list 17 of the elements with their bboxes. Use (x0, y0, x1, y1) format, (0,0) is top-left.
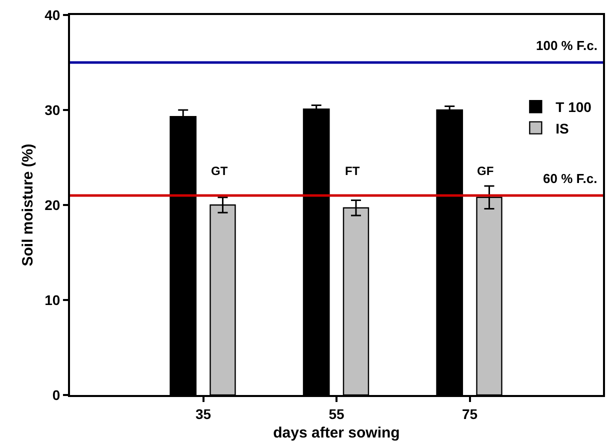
ref-line-label: 60 % F.c. (543, 171, 598, 186)
y-tick-label: 30 (44, 102, 60, 118)
legend-label: IS (556, 120, 569, 136)
y-tick-label: 0 (52, 386, 60, 403)
y-tick-label: 10 (44, 292, 60, 308)
ref-line-label: 100 % F.c. (536, 38, 598, 53)
x-tick-label: 35 (195, 406, 212, 422)
x-tick-label: 75 (462, 406, 478, 422)
y-axis-title: Soil moisture (%) (19, 144, 36, 266)
annotation: GF (477, 164, 494, 178)
x-tick-label: 55 (328, 406, 344, 422)
y-tick-label: 40 (44, 6, 60, 23)
annotation: GT (211, 164, 228, 178)
x-axis-title: days after sowing (273, 424, 400, 442)
y-tick-label: 20 (44, 196, 60, 213)
annotation: FT (345, 164, 360, 178)
legend-label: T 100 (556, 99, 592, 116)
